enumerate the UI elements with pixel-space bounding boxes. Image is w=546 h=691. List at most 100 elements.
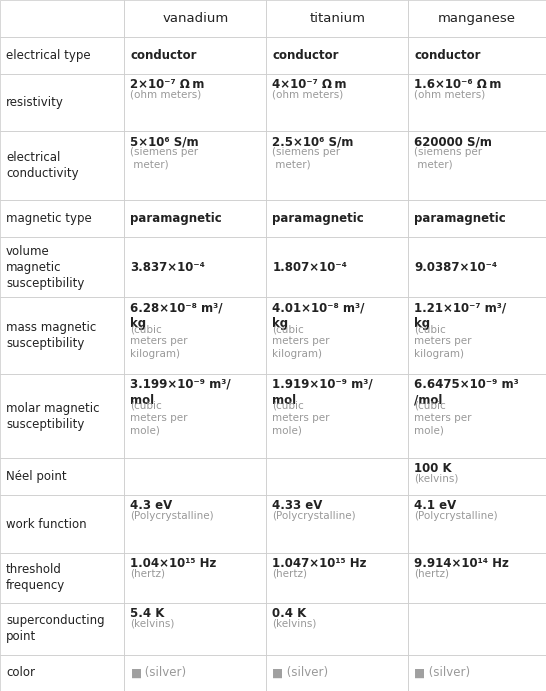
Text: (hertz): (hertz) bbox=[272, 568, 307, 578]
Bar bbox=[0, 74, 124, 131]
Text: conductor: conductor bbox=[414, 49, 481, 61]
Text: (ohm meters): (ohm meters) bbox=[414, 89, 485, 100]
Bar bbox=[124, 458, 266, 495]
Bar bbox=[266, 495, 408, 553]
Text: 1.21×10⁻⁷ m³/
kg: 1.21×10⁻⁷ m³/ kg bbox=[414, 301, 507, 330]
Text: (cubic
meters per
mole): (cubic meters per mole) bbox=[130, 401, 188, 435]
Text: ■: ■ bbox=[130, 666, 141, 679]
Bar bbox=[266, 458, 408, 495]
Bar bbox=[408, 553, 546, 603]
Bar bbox=[0, 0, 124, 37]
Text: (silver): (silver) bbox=[141, 666, 187, 679]
Text: 6.6475×10⁻⁹ m³
/mol: 6.6475×10⁻⁹ m³ /mol bbox=[414, 378, 519, 407]
Text: Néel point: Néel point bbox=[6, 471, 67, 483]
Text: 100 K: 100 K bbox=[414, 462, 452, 475]
Text: (Polycrystalline): (Polycrystalline) bbox=[130, 511, 214, 521]
Text: (cubic
meters per
kilogram): (cubic meters per kilogram) bbox=[414, 324, 472, 359]
Text: (kelvins): (kelvins) bbox=[414, 474, 459, 484]
Text: resistivity: resistivity bbox=[6, 96, 64, 109]
Bar bbox=[124, 0, 266, 37]
Bar bbox=[0, 495, 124, 553]
Bar bbox=[408, 603, 546, 655]
Text: (cubic
meters per
mole): (cubic meters per mole) bbox=[272, 401, 330, 435]
Bar bbox=[408, 74, 546, 131]
Bar bbox=[266, 374, 408, 458]
Bar bbox=[408, 200, 546, 237]
Text: molar magnetic
susceptibility: molar magnetic susceptibility bbox=[6, 401, 99, 430]
Text: paramagnetic: paramagnetic bbox=[414, 212, 506, 225]
Bar bbox=[0, 37, 124, 74]
Text: (Polycrystalline): (Polycrystalline) bbox=[414, 511, 498, 521]
Bar bbox=[0, 553, 124, 603]
Text: mass magnetic
susceptibility: mass magnetic susceptibility bbox=[6, 321, 96, 350]
Text: vanadium: vanadium bbox=[162, 12, 229, 25]
Text: paramagnetic: paramagnetic bbox=[272, 212, 364, 225]
Text: (siemens per
 meter): (siemens per meter) bbox=[130, 146, 199, 169]
Bar bbox=[124, 131, 266, 200]
Bar bbox=[0, 655, 124, 691]
Text: 2×10⁻⁷ Ω m: 2×10⁻⁷ Ω m bbox=[130, 77, 205, 91]
Bar bbox=[266, 237, 408, 297]
Text: 3.199×10⁻⁹ m³/
mol: 3.199×10⁻⁹ m³/ mol bbox=[130, 378, 231, 407]
Text: 5×10⁶ S/m: 5×10⁶ S/m bbox=[130, 135, 199, 149]
Bar bbox=[124, 200, 266, 237]
Bar bbox=[0, 603, 124, 655]
Bar bbox=[0, 297, 124, 374]
Text: 4.1 eV: 4.1 eV bbox=[414, 499, 456, 512]
Bar bbox=[408, 0, 546, 37]
Bar bbox=[124, 374, 266, 458]
Bar bbox=[124, 237, 266, 297]
Text: 5.4 K: 5.4 K bbox=[130, 607, 165, 620]
Bar bbox=[124, 74, 266, 131]
Text: 6.28×10⁻⁸ m³/
kg: 6.28×10⁻⁸ m³/ kg bbox=[130, 301, 223, 330]
Bar bbox=[266, 655, 408, 691]
Text: (ohm meters): (ohm meters) bbox=[130, 89, 201, 100]
Bar bbox=[0, 458, 124, 495]
Text: 4.01×10⁻⁸ m³/
kg: 4.01×10⁻⁸ m³/ kg bbox=[272, 301, 365, 330]
Text: titanium: titanium bbox=[310, 12, 365, 25]
Text: (silver): (silver) bbox=[425, 666, 471, 679]
Text: color: color bbox=[6, 666, 35, 679]
Text: 4.33 eV: 4.33 eV bbox=[272, 499, 323, 512]
Text: 1.919×10⁻⁹ m³/
mol: 1.919×10⁻⁹ m³/ mol bbox=[272, 378, 373, 407]
Text: (siemens per
 meter): (siemens per meter) bbox=[272, 146, 341, 169]
Text: electrical type: electrical type bbox=[6, 49, 91, 61]
Text: conductor: conductor bbox=[130, 49, 197, 61]
Bar bbox=[124, 37, 266, 74]
Bar bbox=[0, 374, 124, 458]
Bar bbox=[124, 655, 266, 691]
Bar bbox=[266, 553, 408, 603]
Bar bbox=[266, 603, 408, 655]
Text: magnetic type: magnetic type bbox=[6, 212, 92, 225]
Text: paramagnetic: paramagnetic bbox=[130, 212, 222, 225]
Text: superconducting
point: superconducting point bbox=[6, 614, 105, 643]
Text: (siemens per
 meter): (siemens per meter) bbox=[414, 146, 483, 169]
Text: manganese: manganese bbox=[438, 12, 516, 25]
Text: 0.4 K: 0.4 K bbox=[272, 607, 307, 620]
Text: (silver): (silver) bbox=[283, 666, 329, 679]
Bar bbox=[266, 131, 408, 200]
Bar bbox=[408, 297, 546, 374]
Text: conductor: conductor bbox=[272, 49, 339, 61]
Text: 2.5×10⁶ S/m: 2.5×10⁶ S/m bbox=[272, 135, 354, 149]
Text: threshold
frequency: threshold frequency bbox=[6, 563, 66, 592]
Bar bbox=[0, 200, 124, 237]
Text: (cubic
meters per
mole): (cubic meters per mole) bbox=[414, 401, 472, 435]
Text: 1.047×10¹⁵ Hz: 1.047×10¹⁵ Hz bbox=[272, 557, 367, 570]
Bar bbox=[124, 603, 266, 655]
Bar bbox=[408, 495, 546, 553]
Bar bbox=[408, 458, 546, 495]
Bar bbox=[408, 655, 546, 691]
Bar bbox=[266, 0, 408, 37]
Bar bbox=[408, 374, 546, 458]
Bar bbox=[408, 237, 546, 297]
Text: 1.807×10⁻⁴: 1.807×10⁻⁴ bbox=[272, 261, 347, 274]
Bar bbox=[266, 200, 408, 237]
Text: (hertz): (hertz) bbox=[130, 568, 165, 578]
Text: (cubic
meters per
kilogram): (cubic meters per kilogram) bbox=[272, 324, 330, 359]
Text: 9.914×10¹⁴ Hz: 9.914×10¹⁴ Hz bbox=[414, 557, 509, 570]
Text: 1.04×10¹⁵ Hz: 1.04×10¹⁵ Hz bbox=[130, 557, 217, 570]
Bar bbox=[266, 297, 408, 374]
Text: 3.837×10⁻⁴: 3.837×10⁻⁴ bbox=[130, 261, 205, 274]
Bar bbox=[266, 74, 408, 131]
